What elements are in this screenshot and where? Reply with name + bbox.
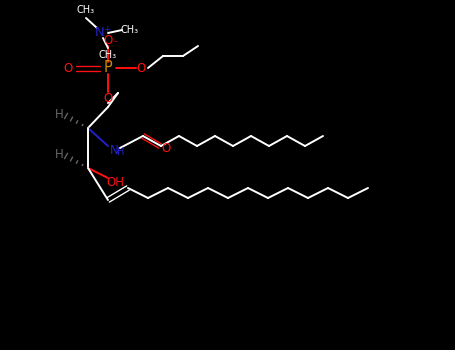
Text: ⁻: ⁻ xyxy=(112,39,118,49)
Text: H: H xyxy=(55,147,63,161)
Text: +: + xyxy=(103,25,111,34)
Text: N: N xyxy=(110,144,118,156)
Text: O: O xyxy=(103,91,113,105)
Text: CH₃: CH₃ xyxy=(99,50,117,60)
Text: O: O xyxy=(136,62,146,75)
Text: OH: OH xyxy=(106,175,124,189)
Text: H: H xyxy=(117,147,125,157)
Text: O: O xyxy=(162,141,171,154)
Text: O: O xyxy=(63,62,73,75)
Text: N: N xyxy=(95,27,105,40)
Text: P: P xyxy=(104,61,112,76)
Text: H: H xyxy=(55,107,63,120)
Text: O: O xyxy=(103,34,113,47)
Text: CH₃: CH₃ xyxy=(77,5,95,15)
Text: CH₃: CH₃ xyxy=(121,25,139,35)
